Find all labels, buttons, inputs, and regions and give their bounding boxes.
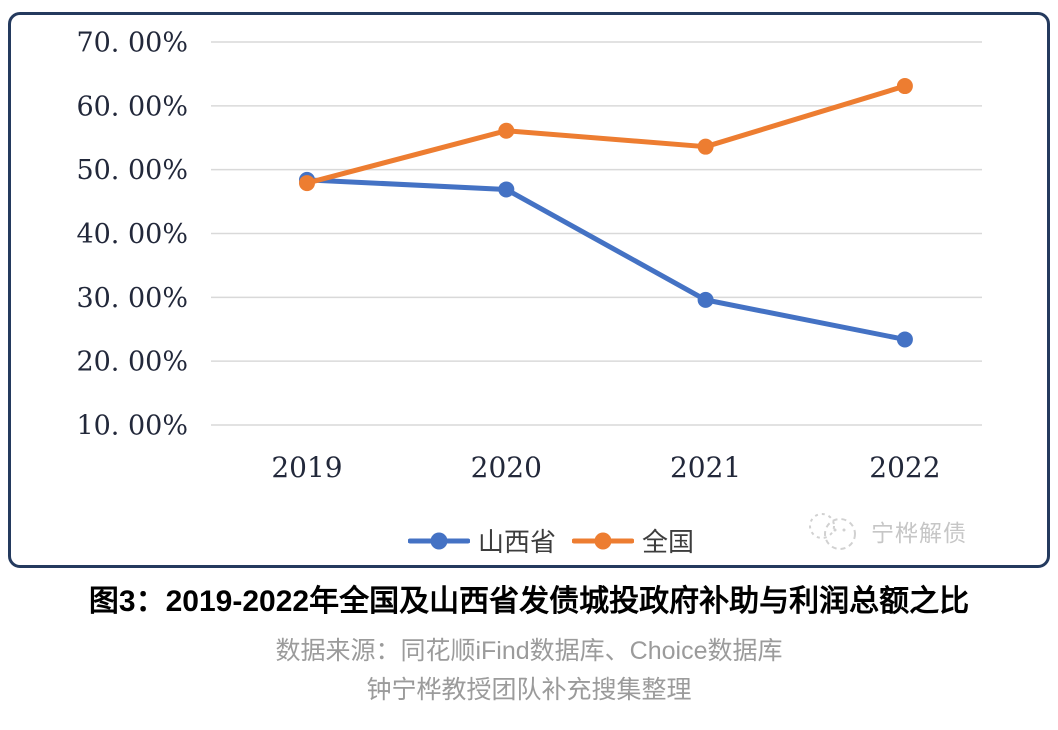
data-point (498, 122, 515, 139)
y-axis-tick-label: 60. 00% (76, 91, 188, 122)
legend-marker-icon (572, 532, 634, 549)
y-axis-tick-label: 30. 00% (76, 283, 188, 314)
compiler-line: 钟宁桦教授团队补充搜集整理 (366, 676, 692, 704)
legend-label: 山西省 (477, 528, 556, 558)
series-line (304, 177, 908, 342)
x-axis-tick-label: 2021 (670, 451, 741, 484)
chart-frame: 70. 00% 60. 00% 50. 00% 40. 00% 30. 00% 20. 0… (8, 12, 1050, 568)
y-axis-tick-label: 10. 00% (76, 410, 188, 441)
y-axis-tick-label: 70. 00% (76, 27, 188, 58)
line-chart: 70. 00% 60. 00% 50. 00% 40. 00% 30. 00% 20. 0… (76, 27, 982, 484)
watermark: 宁桦解债 (807, 509, 967, 553)
data-point (697, 291, 714, 308)
y-axis-tick-label: 50. 00% (76, 155, 188, 186)
y-axis-tick-label: 20. 00% (76, 347, 188, 378)
legend-item: 全国 (572, 522, 694, 559)
x-axis-tick-label: 2019 (271, 451, 342, 484)
data-source-line: 数据来源：同花顺iFind数据库、Choice数据库 (275, 637, 783, 665)
chart-legend: 山西省 全国 (407, 522, 694, 559)
figure-caption: 图3：2019-2022年全国及山西省发债城投政府补助与利润总额之比 (88, 585, 970, 618)
data-point (498, 181, 515, 198)
x-axis-tick-label: 2022 (869, 451, 940, 484)
watermark-logo-icon (809, 513, 856, 550)
data-point (896, 331, 913, 348)
data-point (697, 138, 714, 155)
data-point (299, 175, 315, 192)
legend-marker-icon (407, 532, 470, 549)
legend-label: 全国 (642, 528, 695, 558)
data-point (896, 78, 913, 95)
x-axis-tick-label: 2020 (471, 451, 542, 484)
series-line (304, 83, 908, 186)
y-axis-tick-label: 40. 00% (76, 219, 188, 250)
watermark-text: 宁桦解债 (871, 520, 967, 546)
legend-item: 山西省 (407, 522, 556, 559)
